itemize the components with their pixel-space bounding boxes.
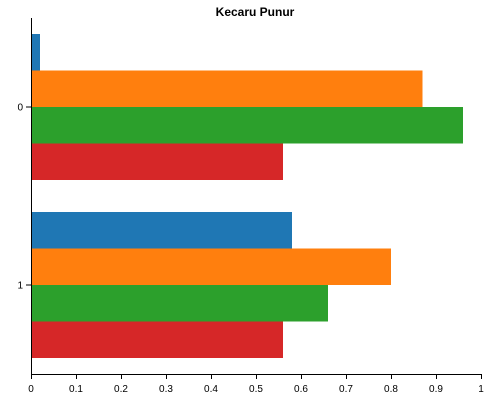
bar-cat1-series3 [31,321,283,358]
bars-layer [31,34,463,358]
ticks-layer: 0 1 0 0.1 0.2 0.3 0.4 0.5 0.6 0.7 0.8 0.9 1 [17,103,484,396]
x-tick-label: 0.4 [204,384,218,395]
x-tick-label: 0.1 [69,384,83,395]
y-tick-label: 1 [17,281,23,292]
bar-cat0-series2 [31,107,463,144]
x-tick-label: 0.8 [384,384,398,395]
bar-cat0-series1 [31,70,423,107]
x-tick-label: 0.3 [159,384,173,395]
chart-title: Kecaru Punur [216,5,295,19]
x-tick-label: 0 [28,384,34,395]
x-tick-label: 0.6 [294,384,308,395]
x-tick-label: 1 [478,384,484,395]
bar-cat1-series0 [31,212,292,249]
bar-cat1-series2 [31,285,328,322]
y-tick-label: 0 [17,103,23,114]
bar-cat0-series3 [31,143,283,180]
bar-cat1-series1 [31,248,391,285]
x-tick-label: 0.7 [339,384,353,395]
bar-cat0-series0 [31,34,40,71]
x-tick-label: 0.5 [249,384,263,395]
x-tick-label: 0.2 [114,384,128,395]
x-tick-label: 0.9 [429,384,443,395]
